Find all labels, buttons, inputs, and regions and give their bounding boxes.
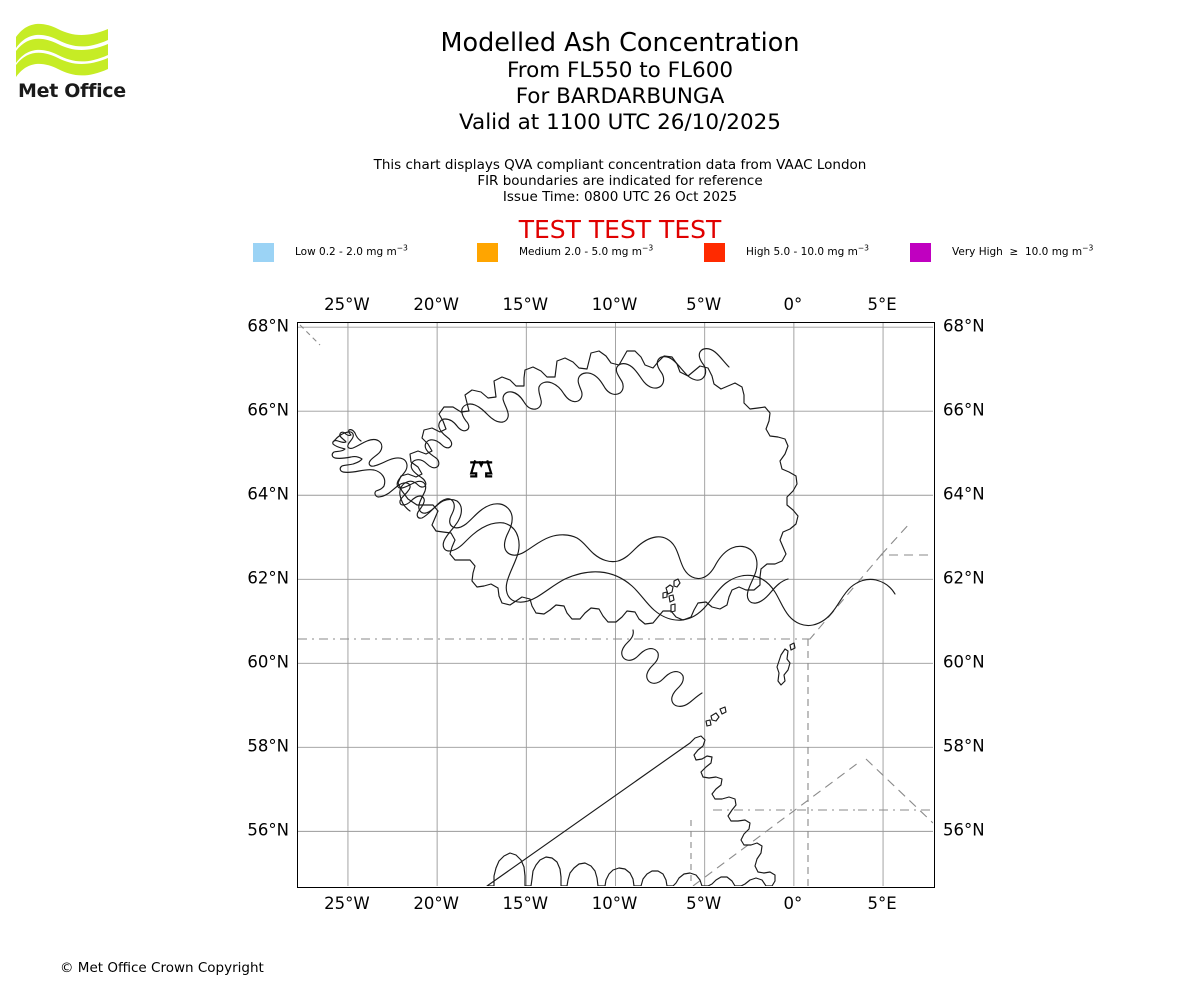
legend-swatch-3 xyxy=(910,243,931,262)
shetland-islands xyxy=(776,642,796,686)
legend-label-0: Low 0.2 - 2.0 mg m−3 xyxy=(295,243,408,258)
lat-tick-right-68°N: 68°N xyxy=(943,316,985,336)
volcano-subtitle: For BARDARBUNGA xyxy=(515,84,725,109)
legend-entry-1: Medium 2.0 - 5.0 mg m−3 xyxy=(477,243,653,262)
copyright-text: © Met Office Crown Copyright xyxy=(60,960,264,976)
issue-time-text: Issue Time: 0800 UTC 26 Oct 2025 xyxy=(502,189,738,206)
legend-label-3: Very High ≥ 10.0 mg m−3 xyxy=(952,243,1094,258)
map-plot-area[interactable] xyxy=(297,322,935,888)
legend-entry-3: Very High ≥ 10.0 mg m−3 xyxy=(910,243,1093,262)
volcano-marker xyxy=(469,460,493,478)
lon-tick-top-20°W: 20°W xyxy=(413,295,459,314)
chart-title-block: Modelled Ash Concentration From FL550 to… xyxy=(240,28,1000,136)
met-office-logo: Met Office xyxy=(10,22,130,117)
orkney-islands xyxy=(705,706,727,727)
lat-tick-left-60°N: 60°N xyxy=(247,652,289,672)
test-banner: TEST TEST TEST xyxy=(518,215,722,244)
faroe-islands xyxy=(662,578,681,613)
legend-label-1: Medium 2.0 - 5.0 mg m−3 xyxy=(519,243,654,258)
lat-tick-right-60°N: 60°N xyxy=(943,652,985,672)
lat-tick-right-56°N: 56°N xyxy=(943,820,985,840)
legend-entry-0: Low 0.2 - 2.0 mg m−3 xyxy=(253,243,408,262)
lat-tick-right-62°N: 62°N xyxy=(943,568,985,588)
lon-tick-bottom-15°W: 15°W xyxy=(502,894,549,913)
valid-time-subtitle: Valid at 1100 UTC 26/10/2025 xyxy=(458,110,781,135)
legend-label-2: High 5.0 - 10.0 mg m−3 xyxy=(746,243,870,258)
lon-tick-top-5°W: 5°W xyxy=(686,295,722,314)
legend-swatch-0 xyxy=(253,243,274,262)
flight-level-subtitle: From FL550 to FL600 xyxy=(506,58,734,83)
lat-tick-right-66°N: 66°N xyxy=(943,400,985,420)
concentration-legend: Low 0.2 - 2.0 mg m−3 Medium 2.0 - 5.0 mg … xyxy=(248,243,1093,262)
legend-entry-2: High 5.0 - 10.0 mg m−3 xyxy=(704,243,869,262)
lat-tick-left-56°N: 56°N xyxy=(247,820,289,840)
coastline-outlines xyxy=(331,348,896,886)
page-title: Modelled Ash Concentration xyxy=(440,28,800,58)
lon-tick-bottom-20°W: 20°W xyxy=(413,894,459,913)
lat-tick-left-66°N: 66°N xyxy=(247,400,289,420)
lat-tick-right-58°N: 58°N xyxy=(943,736,985,756)
lat-tick-left-58°N: 58°N xyxy=(247,736,289,756)
lat-tick-right-64°N: 64°N xyxy=(943,484,985,504)
lon-tick-top-0°: 0° xyxy=(783,295,803,314)
lon-tick-bottom-10°W: 10°W xyxy=(591,894,638,913)
lat-tick-left-68°N: 68°N xyxy=(247,316,289,336)
lon-tick-top-15°W: 15°W xyxy=(502,295,549,314)
lon-tick-bottom-5°W: 5°W xyxy=(686,894,722,913)
disclaimer-block: This chart displays QVA compliant concen… xyxy=(240,157,1000,206)
legend-swatch-1 xyxy=(477,243,498,262)
graticule-gridlines xyxy=(298,323,933,886)
disclaimer-line-qva: This chart displays QVA compliant concen… xyxy=(373,157,867,173)
fir-boundary-lines xyxy=(298,324,933,886)
lat-tick-left-64°N: 64°N xyxy=(247,484,289,504)
lon-tick-top-5°E: 5°E xyxy=(867,295,897,314)
lon-tick-top-10°W: 10°W xyxy=(591,295,638,314)
map-graphics xyxy=(298,323,933,886)
met-office-wave-mark xyxy=(16,23,108,77)
lon-tick-bottom-5°E: 5°E xyxy=(867,894,897,913)
lon-tick-bottom-25°W: 25°W xyxy=(324,894,370,913)
legend-swatch-2 xyxy=(704,243,725,262)
lon-tick-bottom-0°: 0° xyxy=(783,894,803,913)
met-office-wordmark: Met Office xyxy=(18,80,126,102)
disclaimer-line-fir: FIR boundaries are indicated for referen… xyxy=(477,173,763,190)
lon-tick-top-25°W: 25°W xyxy=(324,295,370,314)
lat-tick-left-62°N: 62°N xyxy=(247,568,289,588)
